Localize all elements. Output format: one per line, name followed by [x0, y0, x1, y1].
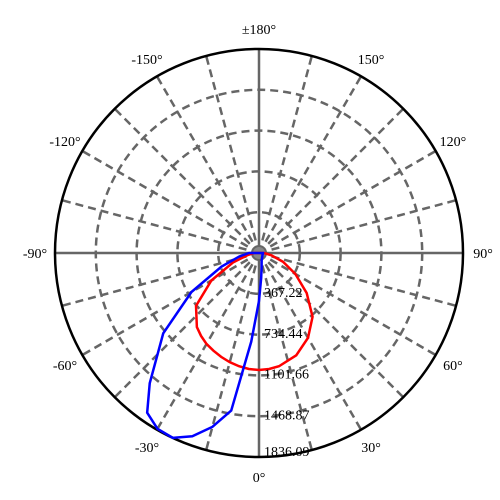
spoke — [258, 252, 405, 399]
spoke — [113, 252, 260, 399]
spoke — [258, 198, 457, 255]
spoke — [61, 198, 260, 255]
spoke-grid-line — [81, 251, 260, 357]
spoke-grid-line — [257, 75, 363, 254]
theta-tick-label: 60° — [443, 359, 463, 374]
spoke — [204, 252, 261, 451]
series-curve — [194, 251, 314, 372]
spoke-grid-line — [155, 252, 261, 431]
spoke — [257, 55, 314, 254]
spoke — [257, 252, 314, 451]
spoke — [113, 107, 260, 254]
theta-tick-label: -150° — [131, 53, 162, 68]
ring-grid-line — [135, 129, 383, 377]
spoke — [61, 251, 260, 308]
spoke-grid-line — [257, 252, 363, 431]
ring-grid-line — [94, 88, 424, 418]
theta-tick-label: -120° — [49, 135, 80, 150]
spoke-grid-line — [258, 251, 437, 357]
theta-tick-label: ±180° — [242, 23, 276, 38]
spoke-grid-line — [258, 149, 437, 255]
theta-tick-label: 0° — [253, 471, 266, 486]
r-tick-label: 1101.66 — [264, 368, 309, 383]
spoke — [204, 55, 261, 254]
theta-tick-label: 120° — [440, 135, 467, 150]
spoke — [258, 107, 405, 254]
spoke-grid-line — [155, 75, 261, 254]
series-curve — [145, 251, 265, 440]
theta-tick-label: -60° — [53, 359, 77, 374]
r-tick-label: 734.44 — [264, 327, 303, 342]
theta-tick-label: 90° — [473, 247, 493, 262]
r-tick-label: 1468.87 — [264, 408, 310, 423]
spoke — [258, 251, 457, 308]
theta-tick-label: 150° — [358, 53, 385, 68]
spoke-grid-line — [81, 149, 260, 255]
theta-tick-label: -30° — [135, 441, 159, 456]
outer-circle — [53, 47, 465, 459]
ring-grid-line — [216, 210, 302, 296]
theta-tick-label: 30° — [361, 441, 381, 456]
r-tick-label: 367.22 — [264, 286, 303, 301]
r-tick-label: 1836.09 — [264, 445, 310, 460]
theta-tick-label: -90° — [23, 247, 47, 262]
ring-grid-line — [176, 170, 342, 336]
